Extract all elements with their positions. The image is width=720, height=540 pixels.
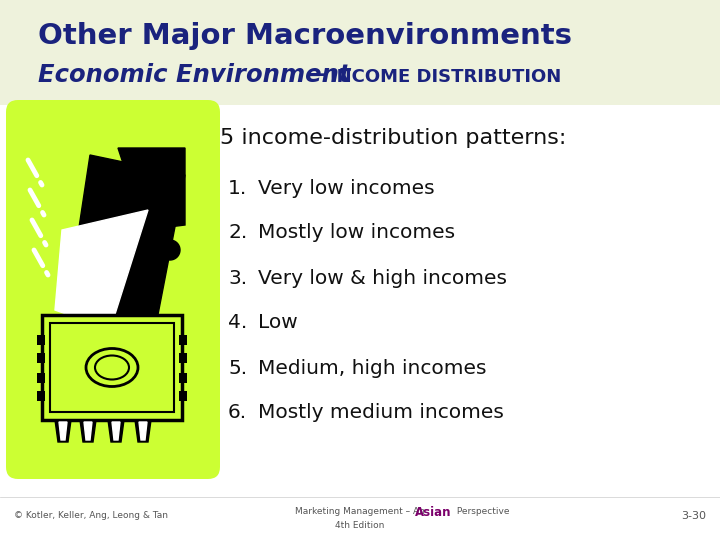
FancyBboxPatch shape	[0, 0, 720, 105]
Polygon shape	[112, 422, 120, 440]
FancyBboxPatch shape	[179, 334, 187, 345]
Text: Very low & high incomes: Very low & high incomes	[258, 268, 507, 287]
FancyBboxPatch shape	[179, 353, 187, 362]
Ellipse shape	[95, 355, 129, 380]
Text: –: –	[310, 65, 335, 85]
Text: INCOME DISTRIBUTION: INCOME DISTRIBUTION	[330, 68, 562, 86]
FancyBboxPatch shape	[6, 100, 220, 479]
FancyBboxPatch shape	[179, 373, 187, 382]
FancyBboxPatch shape	[42, 315, 182, 420]
FancyBboxPatch shape	[0, 105, 720, 540]
Text: Mostly low incomes: Mostly low incomes	[258, 224, 455, 242]
Polygon shape	[68, 155, 185, 330]
Text: Very low incomes: Very low incomes	[258, 179, 435, 198]
Text: 5.: 5.	[228, 359, 247, 377]
Polygon shape	[55, 420, 71, 442]
Circle shape	[160, 240, 180, 260]
Text: 4th Edition: 4th Edition	[336, 522, 384, 530]
Ellipse shape	[86, 348, 138, 387]
Text: 3-30: 3-30	[681, 511, 706, 521]
FancyBboxPatch shape	[179, 390, 187, 401]
Text: Medium, high incomes: Medium, high incomes	[258, 359, 487, 377]
Text: Economic Environment: Economic Environment	[38, 63, 351, 87]
Polygon shape	[108, 420, 124, 442]
Text: 2.: 2.	[228, 224, 247, 242]
Text: Asian: Asian	[415, 505, 451, 518]
FancyBboxPatch shape	[37, 334, 45, 345]
Polygon shape	[139, 422, 147, 440]
Text: © Kotler, Keller, Ang, Leong & Tan: © Kotler, Keller, Ang, Leong & Tan	[14, 511, 168, 521]
FancyBboxPatch shape	[50, 323, 174, 412]
Text: Mostly medium incomes: Mostly medium incomes	[258, 403, 504, 422]
Text: Low: Low	[258, 314, 298, 333]
Text: Perspective: Perspective	[454, 508, 510, 516]
Text: 4.: 4.	[228, 314, 247, 333]
Polygon shape	[84, 422, 92, 440]
FancyBboxPatch shape	[37, 353, 45, 362]
Text: Other Major Macroenvironments: Other Major Macroenvironments	[38, 22, 572, 50]
Text: 3.: 3.	[228, 268, 247, 287]
Polygon shape	[59, 422, 67, 440]
Polygon shape	[55, 210, 148, 330]
Text: 5 income-distribution patterns:: 5 income-distribution patterns:	[220, 128, 567, 148]
Text: Marketing Management – An: Marketing Management – An	[295, 508, 425, 516]
Polygon shape	[118, 148, 185, 230]
Text: 1.: 1.	[228, 179, 247, 198]
Polygon shape	[135, 420, 151, 442]
Polygon shape	[80, 420, 96, 442]
FancyBboxPatch shape	[37, 390, 45, 401]
Text: 6.: 6.	[228, 403, 247, 422]
FancyBboxPatch shape	[37, 373, 45, 382]
